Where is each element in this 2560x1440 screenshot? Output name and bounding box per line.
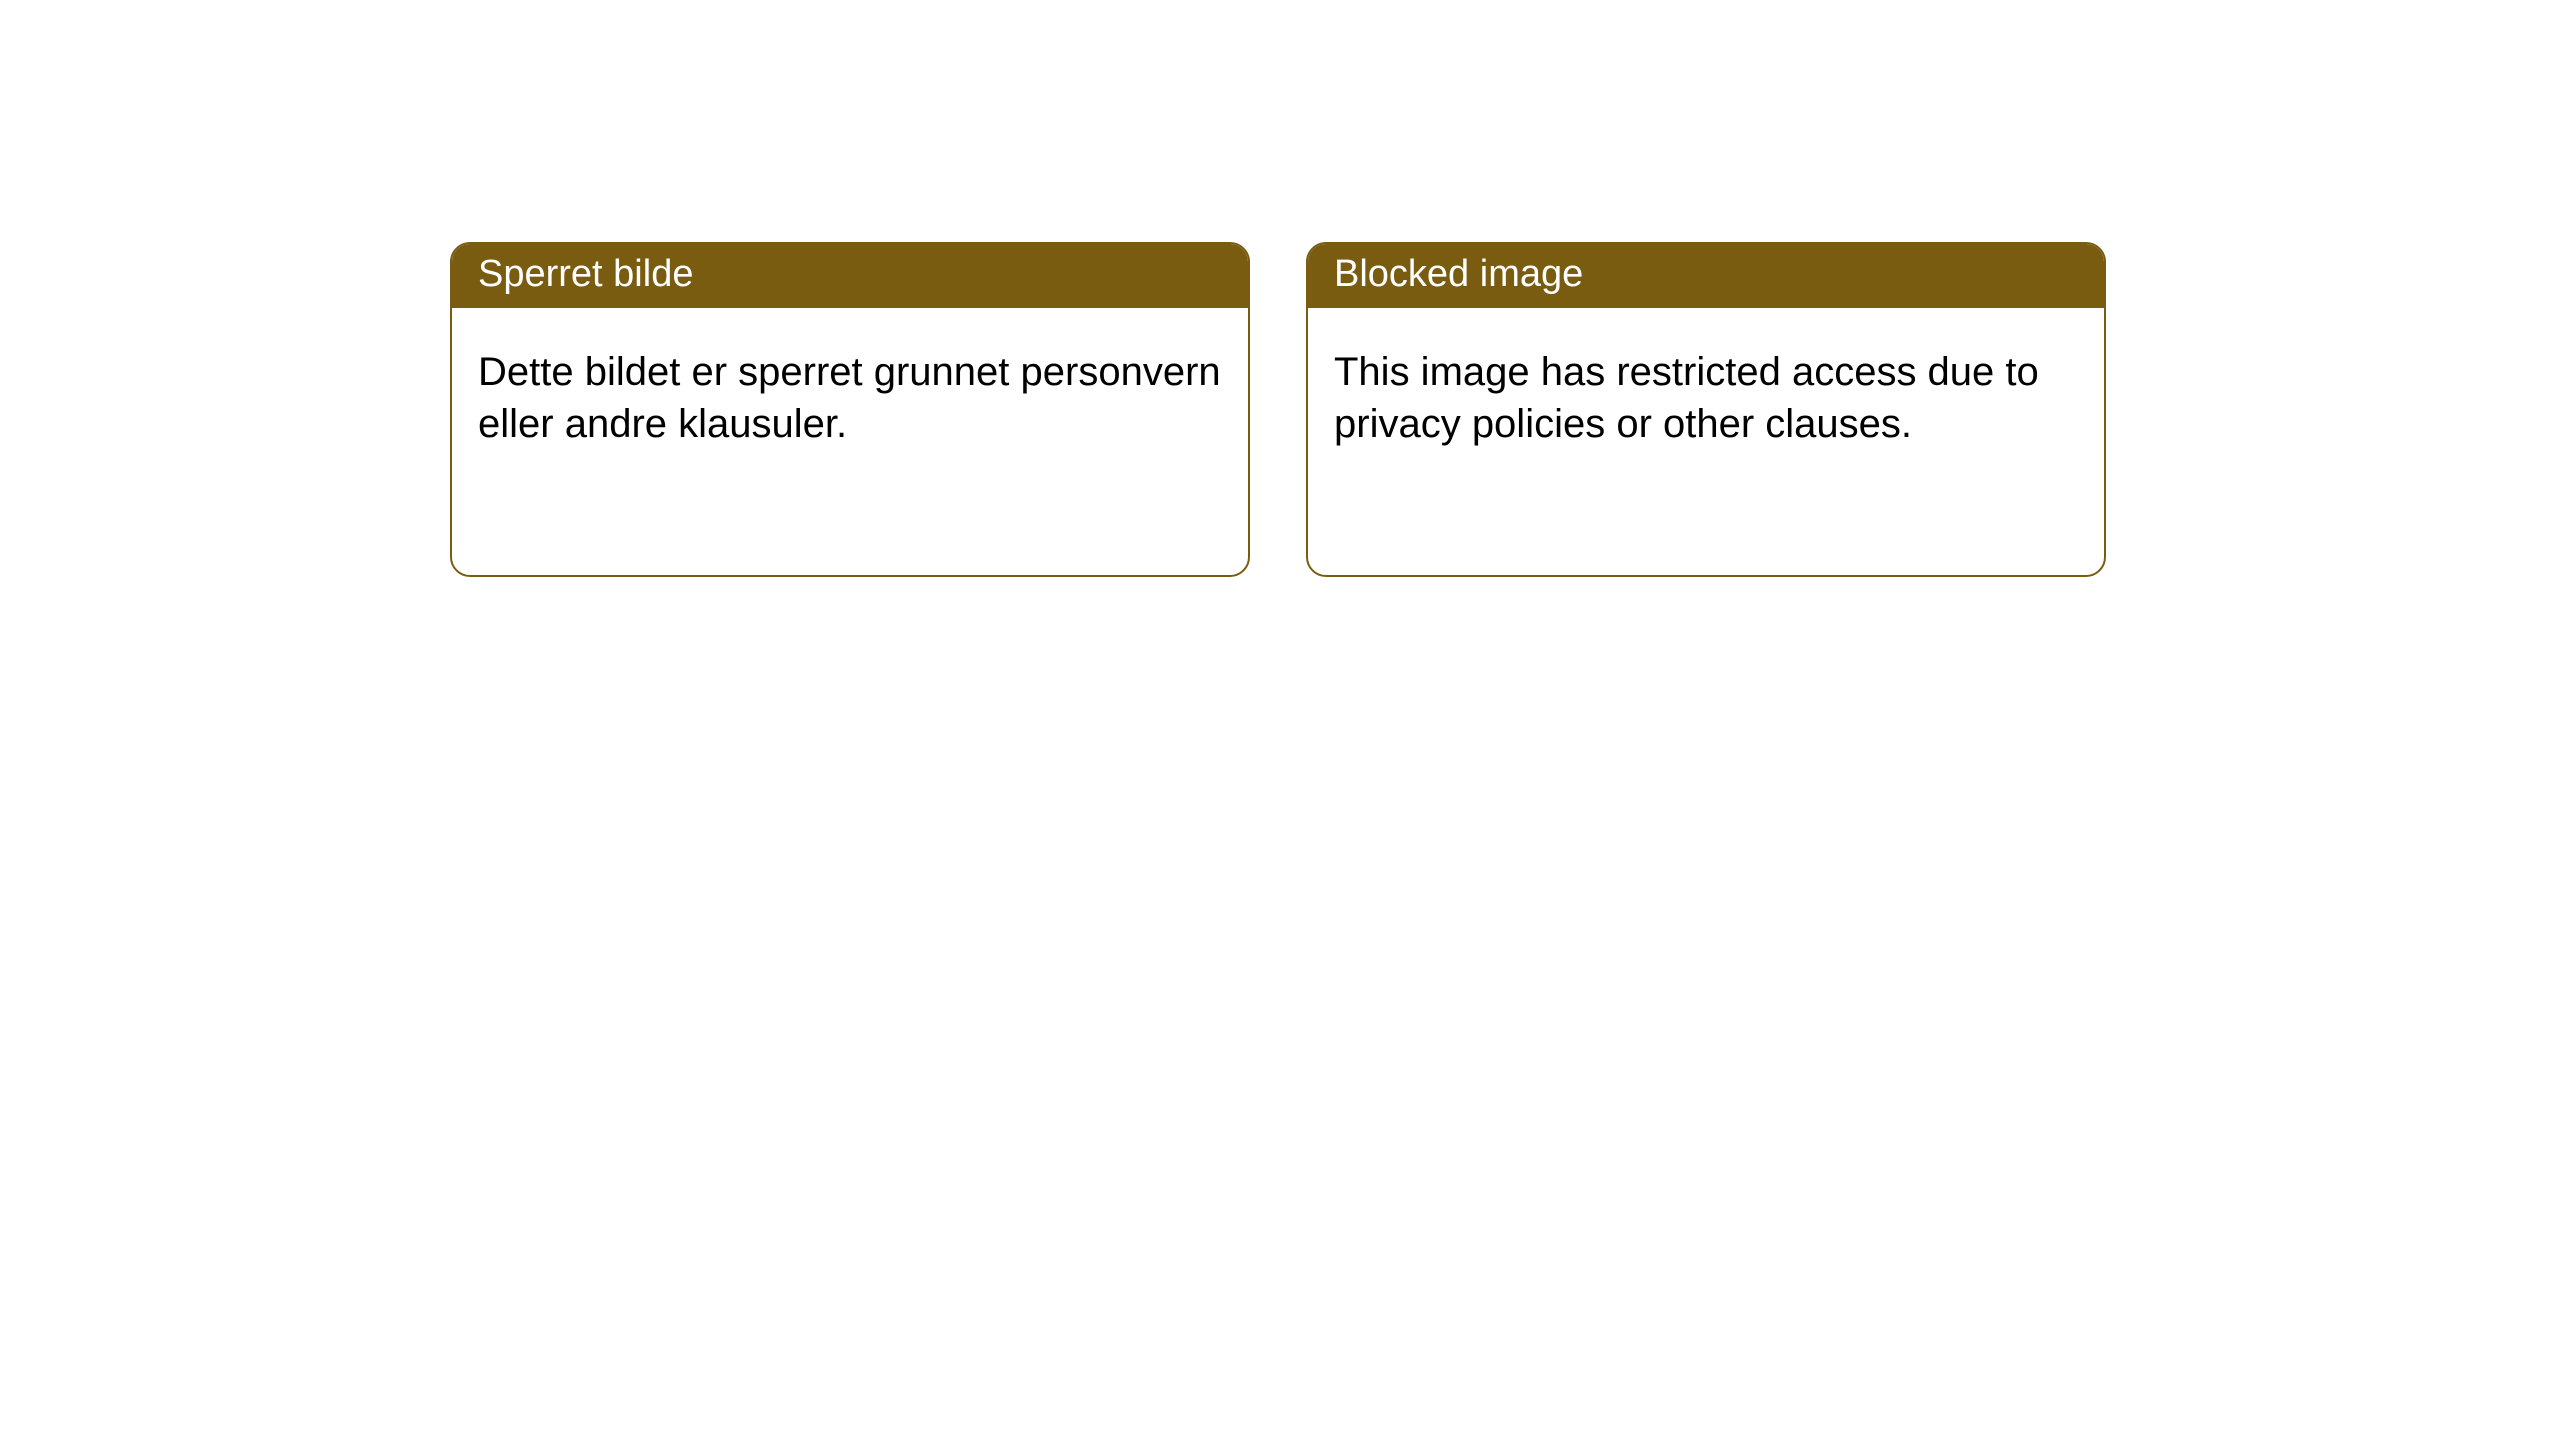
- blocked-image-card-no: Sperret bilde Dette bildet er sperret gr…: [450, 242, 1250, 577]
- card-header: Sperret bilde: [452, 244, 1248, 308]
- notice-cards-container: Sperret bilde Dette bildet er sperret gr…: [0, 0, 2560, 577]
- card-header: Blocked image: [1308, 244, 2104, 308]
- card-message: This image has restricted access due to …: [1308, 308, 2104, 476]
- card-message: Dette bildet er sperret grunnet personve…: [452, 308, 1248, 476]
- blocked-image-card-en: Blocked image This image has restricted …: [1306, 242, 2106, 577]
